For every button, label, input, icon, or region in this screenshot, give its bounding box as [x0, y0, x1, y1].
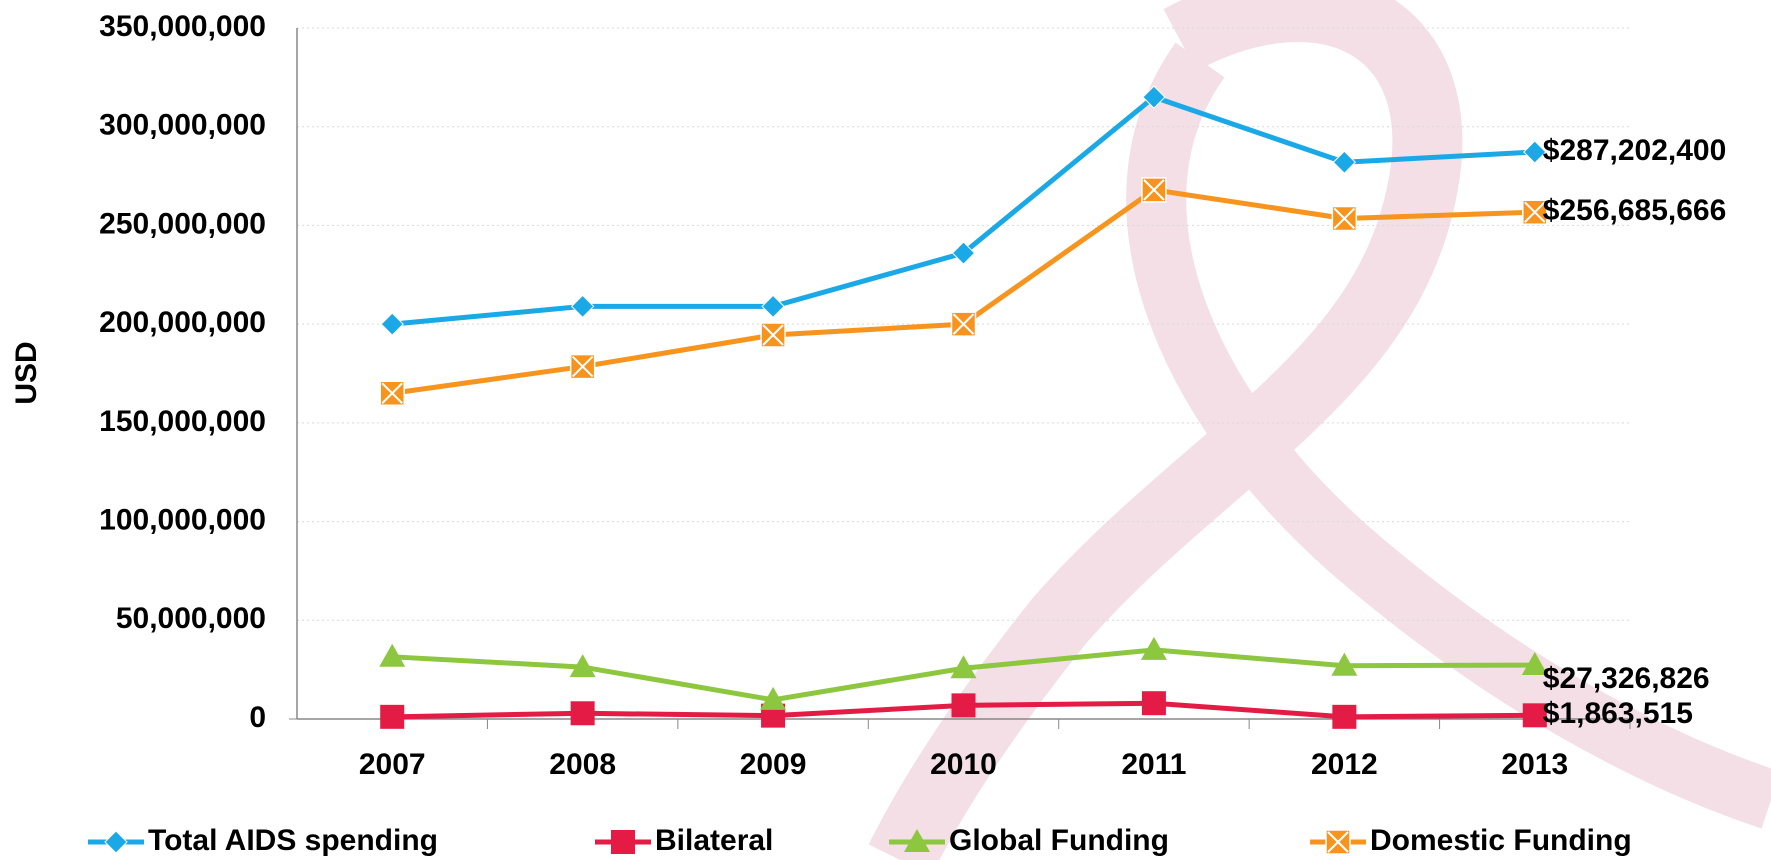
- legend-label: Global Funding: [949, 824, 1169, 857]
- marker: [760, 686, 787, 710]
- marker: [1523, 140, 1547, 164]
- x-tick-label: 2009: [740, 748, 807, 781]
- data-label: $256,685,666: [1543, 194, 1727, 227]
- marker: [950, 655, 977, 679]
- data-label: $27,326,826: [1543, 662, 1710, 695]
- marker-cross: [762, 324, 784, 346]
- y-tick-label: 200,000,000: [99, 306, 266, 339]
- marker: [760, 322, 786, 348]
- marker-cross: [571, 355, 594, 378]
- marker: [380, 704, 405, 729]
- legend-marker: [104, 830, 128, 854]
- y-tick-label: 0: [249, 701, 266, 734]
- x-tick-label: 2008: [549, 748, 616, 781]
- data-label: $1,863,515: [1543, 697, 1693, 730]
- marker: [379, 380, 405, 406]
- marker: [1141, 177, 1167, 203]
- marker: [951, 241, 976, 265]
- marker: [761, 294, 785, 319]
- marker: [570, 701, 595, 726]
- marker: [569, 353, 596, 380]
- data-label: $287,202,400: [1543, 134, 1727, 167]
- x-tick-label: 2012: [1311, 748, 1378, 781]
- y-tick-label: 150,000,000: [99, 405, 266, 438]
- marker: [1141, 691, 1166, 716]
- marker: [379, 643, 406, 667]
- marker: [570, 294, 595, 319]
- x-tick-label: 2013: [1501, 748, 1568, 781]
- legend-label: Total AIDS spending: [148, 824, 438, 857]
- marker-cross: [1143, 179, 1165, 201]
- x-tick-label: 2011: [1121, 748, 1186, 781]
- y-tick-label: 300,000,000: [99, 109, 266, 142]
- legend-marker: [611, 830, 635, 854]
- marker: [1521, 652, 1548, 676]
- marker: [1331, 205, 1358, 232]
- marker: [1522, 199, 1548, 225]
- marker: [1332, 150, 1357, 174]
- marker: [1331, 652, 1358, 676]
- marker: [1140, 636, 1167, 660]
- y-tick-label: 50,000,000: [116, 602, 266, 635]
- x-tick-label: 2010: [930, 748, 997, 781]
- marker-cross: [952, 313, 975, 335]
- y-tick-label: 250,000,000: [99, 207, 266, 240]
- legend-label: Bilateral: [655, 824, 773, 857]
- y-axis-label: USD: [10, 341, 43, 404]
- marker: [1522, 703, 1547, 728]
- marker: [569, 654, 596, 678]
- marker: [1332, 704, 1357, 729]
- marker-cross: [1333, 207, 1356, 230]
- marker-cross: [381, 382, 403, 404]
- marker-cross: [1524, 201, 1546, 223]
- legend-marker: [904, 829, 930, 852]
- marker-cross: [1327, 831, 1349, 853]
- marker: [1142, 85, 1166, 109]
- marker: [951, 693, 976, 718]
- y-tick-label: 100,000,000: [99, 503, 266, 536]
- marker: [950, 311, 977, 337]
- marker: [380, 312, 404, 336]
- legend-marker: [1325, 829, 1351, 855]
- x-tick-label: 2007: [359, 748, 426, 781]
- y-tick-label: 350,000,000: [99, 10, 266, 43]
- legend-label: Domestic Funding: [1370, 824, 1632, 857]
